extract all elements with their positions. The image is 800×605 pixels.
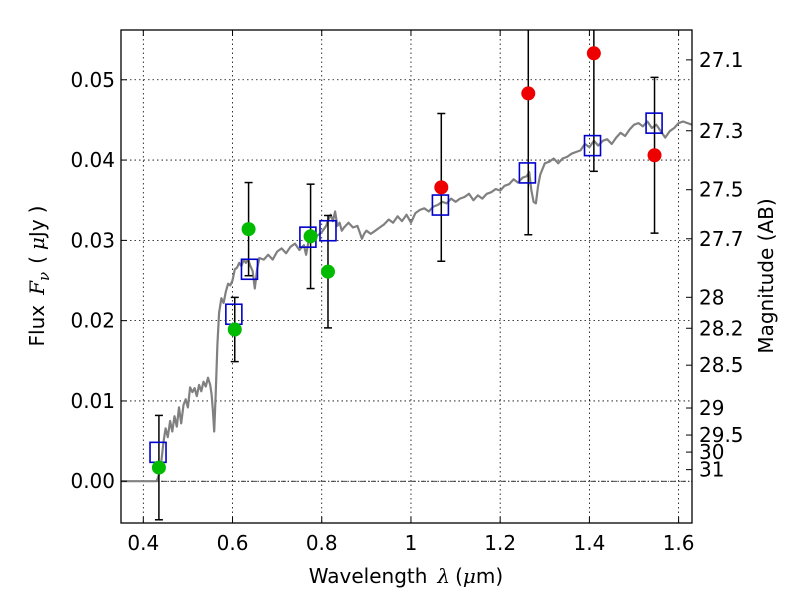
plot-frame bbox=[120, 29, 693, 524]
observed-point-red bbox=[434, 180, 449, 195]
y-tick-label: 0.03 bbox=[70, 228, 115, 252]
model-point bbox=[240, 258, 259, 281]
x-axis-ticks: 0.4 0.6 0.8 1 1.2 1.4 1.6 bbox=[127, 30, 695, 555]
error-bar bbox=[524, 30, 533, 236]
model-point bbox=[583, 134, 602, 157]
x-axis-label-unit-open: ( bbox=[455, 564, 463, 588]
y-axis-label-text: Flux bbox=[25, 305, 49, 347]
x-axis-label: Wavelength λ (μm) bbox=[309, 564, 503, 588]
observed-point-green bbox=[303, 229, 318, 244]
y-axis-label-unit-mu: μ bbox=[25, 237, 49, 250]
right-tick-label: 29.5 bbox=[699, 423, 744, 447]
x-axis-label-text: Wavelength bbox=[309, 564, 428, 588]
model-point bbox=[645, 112, 663, 134]
y-axis-label-unit-close: ) bbox=[25, 206, 49, 214]
observed-point-red bbox=[586, 46, 601, 61]
model-point bbox=[319, 219, 337, 242]
y-tick-label: 0.02 bbox=[70, 309, 115, 333]
x-tick-label: 1.6 bbox=[663, 531, 695, 555]
x-tick-label: 1 bbox=[405, 531, 418, 555]
model-point bbox=[518, 162, 537, 184]
right-tick-label: 27.5 bbox=[699, 178, 744, 202]
right-tick-label: 29 bbox=[699, 396, 724, 420]
right-tick-label: 28.5 bbox=[699, 353, 744, 377]
template-spectrum-layer bbox=[121, 120, 693, 483]
observed-point-red bbox=[521, 86, 536, 101]
observed-point-green bbox=[241, 222, 256, 237]
right-tick-label: 31 bbox=[699, 458, 724, 482]
right-tick-label: 28.2 bbox=[699, 316, 744, 340]
x-tick-label: 0.6 bbox=[217, 531, 249, 555]
y-axis-label-symbol: F bbox=[25, 280, 49, 296]
right-tick-label: 27.1 bbox=[699, 48, 744, 72]
y-axis-ticks: 0.00 0.01 0.02 0.03 0.04 0.05 bbox=[70, 68, 127, 493]
model-point-layer bbox=[149, 112, 663, 464]
right-tick-label: 27.3 bbox=[699, 119, 744, 143]
y-tick-label: 0.00 bbox=[70, 469, 115, 493]
observed-point-green bbox=[151, 460, 166, 475]
right-tick-label: 27.7 bbox=[699, 227, 744, 251]
y-tick-label: 0.04 bbox=[70, 148, 115, 172]
observed-point-green bbox=[227, 322, 242, 337]
model-point bbox=[431, 194, 450, 216]
y-axis-label-subscript: ν bbox=[35, 272, 53, 281]
y-axis-label: Flux Fν ( μJy) bbox=[25, 206, 53, 347]
x-axis-label-unit-rest: m) bbox=[476, 564, 503, 588]
right-tick-label: 28 bbox=[699, 285, 724, 309]
x-tick-label: 0.8 bbox=[306, 531, 338, 555]
observed-point-green bbox=[320, 264, 335, 279]
observed-point-layer bbox=[151, 46, 662, 475]
right-tick-label: 30 bbox=[699, 440, 724, 464]
x-tick-label: 1.4 bbox=[573, 531, 605, 555]
y-axis-label-unit-rest: Jy bbox=[25, 219, 49, 239]
observed-point-red bbox=[647, 148, 662, 163]
template-spectrum-line bbox=[121, 120, 693, 483]
x-axis-label-unit-mu: μ bbox=[463, 564, 476, 588]
x-tick-label: 1.2 bbox=[484, 531, 516, 555]
x-axis-label-symbol: λ bbox=[436, 564, 450, 588]
y-axis-label-unit-open: ( bbox=[25, 256, 49, 264]
x-tick-label: 0.4 bbox=[127, 531, 159, 555]
y-tick-label: 0.01 bbox=[70, 389, 115, 413]
right-axis-label: Magnitude (AB) bbox=[754, 198, 778, 353]
y-tick-label: 0.05 bbox=[70, 68, 115, 92]
